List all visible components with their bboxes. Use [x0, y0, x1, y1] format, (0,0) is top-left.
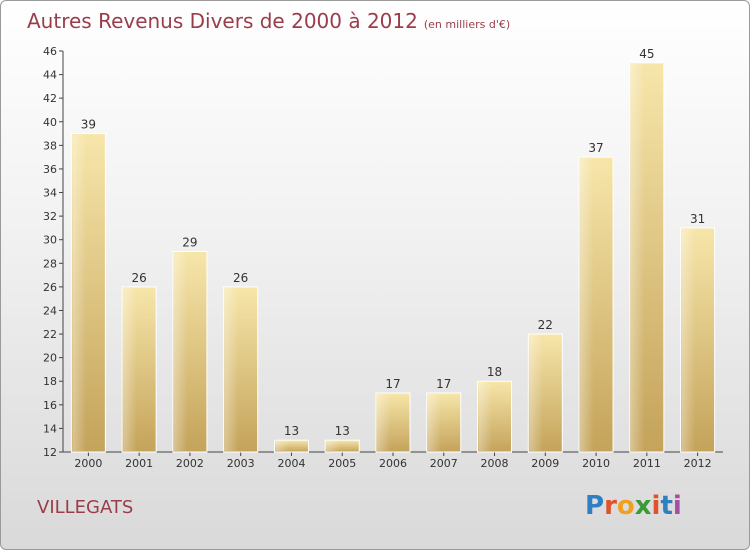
x-tick-label: 2007	[430, 457, 458, 470]
place-name: VILLEGATS	[37, 497, 134, 518]
y-tick-label: 16	[43, 399, 57, 412]
y-tick-label: 26	[43, 281, 57, 294]
x-tick-label: 2003	[227, 457, 255, 470]
logo-letter: r	[604, 491, 617, 521]
bar	[273, 439, 309, 453]
data-label: 26	[132, 271, 147, 285]
logo-letter: i	[651, 491, 661, 521]
y-tick-label: 18	[43, 375, 57, 388]
bar-highlight	[377, 394, 391, 451]
y-tick-label: 12	[43, 446, 57, 459]
data-label: 17	[385, 377, 400, 391]
x-tick-label: 2011	[633, 457, 661, 470]
bar-highlight	[224, 287, 239, 451]
x-tick-label: 2006	[379, 457, 407, 470]
bar-highlight	[427, 394, 442, 451]
y-tick-label: 34	[43, 187, 57, 200]
logo-letter: P	[585, 491, 605, 521]
bar-highlight	[630, 63, 645, 451]
x-tick-label: 2010	[582, 457, 610, 470]
y-tick-label: 38	[43, 139, 57, 152]
x-tick-label: 2000	[74, 457, 102, 470]
y-tick-label: 30	[43, 234, 57, 247]
y-tick-label: 24	[43, 304, 57, 317]
y-tick-label: 28	[43, 257, 57, 270]
x-tick-label: 2002	[176, 457, 204, 470]
x-tick-label: 2005	[328, 457, 356, 470]
bar-highlight	[529, 335, 543, 451]
data-label: 31	[690, 212, 705, 226]
data-label: 29	[182, 236, 197, 250]
data-label: 13	[284, 424, 299, 438]
unit-note: (en milliers d'€)	[423, 18, 511, 31]
data-label: 13	[335, 424, 350, 438]
bar	[324, 439, 360, 453]
logo-letter: i	[672, 491, 682, 521]
y-tick-label: 22	[43, 328, 57, 341]
data-label: 22	[538, 318, 553, 332]
y-tick-label: 36	[43, 163, 57, 176]
data-label: 18	[487, 365, 502, 379]
y-tick-label: 42	[43, 92, 57, 105]
bar-highlight	[275, 441, 290, 451]
proxiti-logo: Proxiti	[585, 491, 682, 521]
x-tick-label: 2004	[277, 457, 305, 470]
bar-highlight	[72, 134, 86, 451]
x-tick-label: 2001	[125, 457, 153, 470]
logo-letter: x	[634, 491, 652, 521]
x-tick-label: 2012	[684, 457, 712, 470]
y-tick-label: 40	[43, 116, 57, 129]
x-tick-label: 2009	[531, 457, 559, 470]
y-tick-label: 20	[43, 352, 57, 365]
y-tick-label: 32	[43, 210, 57, 223]
x-tick-label: 2008	[481, 457, 509, 470]
bar-highlight	[173, 252, 188, 451]
logo-letter: t	[660, 491, 673, 521]
bar-highlight	[123, 287, 137, 451]
bar-highlight	[326, 441, 340, 451]
y-tick-label: 14	[43, 422, 57, 435]
y-tick-label: 44	[43, 69, 57, 82]
bar-highlight	[681, 228, 696, 451]
bar-highlight	[478, 382, 493, 451]
y-tick-label: 46	[43, 45, 57, 58]
bar-highlight	[580, 158, 594, 451]
data-label: 26	[233, 271, 248, 285]
logo-letter: o	[616, 491, 635, 521]
data-label: 39	[81, 118, 96, 132]
data-label: 37	[588, 141, 603, 155]
chart-title: Autres Revenus Divers de 2000 à 2012 (en …	[27, 9, 511, 33]
data-label: 17	[436, 377, 451, 391]
data-label: 45	[639, 47, 654, 61]
